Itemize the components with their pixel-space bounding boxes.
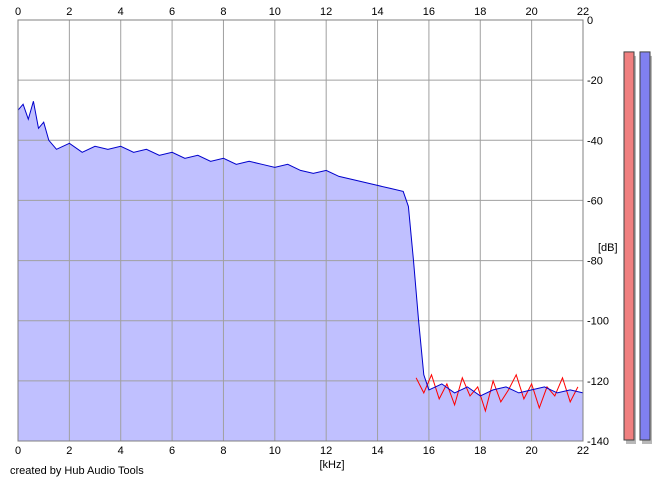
y-tick-label-1: -20	[587, 75, 603, 87]
top-tick-label-2: 4	[118, 6, 124, 18]
bottom-tick-label-8: 16	[423, 445, 435, 457]
y-axis-label: [dB]	[598, 242, 618, 254]
top-tick-label-5: 10	[269, 6, 281, 18]
y-tick-label-3: -60	[587, 195, 603, 207]
bottom-tick-label-10: 20	[526, 445, 538, 457]
top-tick-label-9: 18	[474, 6, 486, 18]
bottom-tick-label-11: 22	[577, 445, 589, 457]
top-tick-label-4: 8	[220, 6, 226, 18]
level-meter-left	[623, 51, 635, 441]
top-tick-label-0: 0	[15, 6, 21, 18]
bottom-tick-label-0: 0	[15, 445, 21, 457]
y-tick-label-2: -40	[587, 135, 603, 147]
y-tick-label-4: -80	[587, 256, 603, 268]
bottom-tick-label-7: 14	[371, 445, 383, 457]
spectrum-area-right	[18, 101, 583, 441]
spectrum-line-layer	[17, 101, 584, 413]
spectrum-line-left	[415, 373, 579, 413]
plot-frame	[17, 19, 584, 442]
spectrum-line-right	[17, 101, 584, 397]
top-tick-labels: 0 2 4 6 8 10 12 14 16 18 20 22	[15, 6, 589, 18]
x-axis-label: [kHz]	[319, 459, 344, 471]
grid-layer	[17, 19, 584, 442]
right-tick-labels: 0 -20 -40 -60 -80 -100 -120 -140	[587, 15, 609, 448]
top-tick-label-6: 12	[320, 6, 332, 18]
bottom-tick-label-4: 8	[220, 445, 226, 457]
bottom-tick-label-5: 10	[269, 445, 281, 457]
level-meter-right	[639, 51, 651, 441]
top-tick-label-1: 2	[66, 6, 72, 18]
bottom-tick-label-3: 6	[169, 445, 175, 457]
level-meters	[623, 51, 652, 445]
top-tick-label-10: 20	[526, 6, 538, 18]
top-tick-label-8: 16	[423, 6, 435, 18]
y-tick-label-5: -100	[587, 316, 609, 328]
credit-text: created by Hub Audio Tools	[10, 465, 144, 477]
top-tick-label-7: 14	[371, 6, 383, 18]
y-tick-label-0: 0	[587, 15, 593, 27]
bottom-tick-label-6: 12	[320, 445, 332, 457]
bottom-tick-label-9: 18	[474, 445, 486, 457]
bottom-tick-label-1: 2	[66, 445, 72, 457]
y-tick-label-7: -140	[587, 436, 609, 448]
top-tick-label-3: 6	[169, 6, 175, 18]
top-tick-label-11: 22	[577, 6, 589, 18]
y-tick-label-6: -120	[587, 376, 609, 388]
bottom-tick-labels: 0 2 4 6 8 10 12 14 16 18 20 22	[15, 445, 589, 457]
bottom-tick-label-2: 4	[118, 445, 124, 457]
spectrum-fill-layer	[18, 101, 583, 441]
